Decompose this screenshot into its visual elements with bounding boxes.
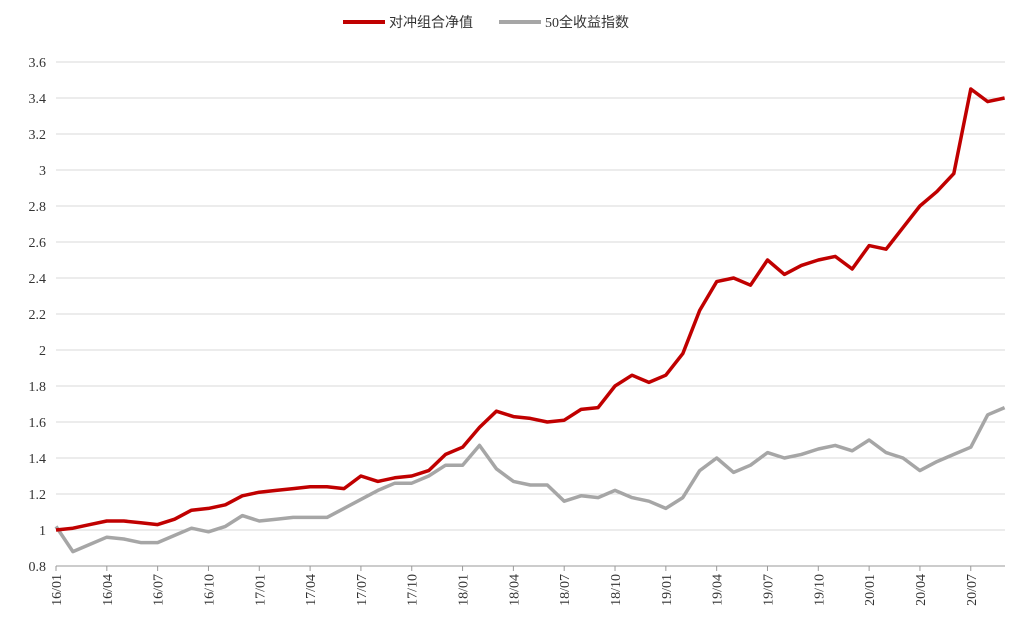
x-tick-label: 17/01: [253, 574, 268, 606]
y-tick-label: 1: [39, 524, 46, 539]
y-tick-label: 3.4: [29, 92, 47, 107]
y-tick-label: 0.8: [29, 560, 47, 575]
x-tick-label: 16/07: [152, 574, 167, 606]
series-line: [55, 87, 1005, 532]
y-tick-label: 1.4: [29, 452, 47, 467]
y-tick-label: 1.6: [29, 416, 47, 431]
y-tick-label: 1.8: [29, 380, 47, 395]
x-tick-label: 19/01: [660, 574, 675, 606]
x-tick-label: 19/10: [812, 574, 827, 606]
x-tick-label: 20/01: [863, 574, 878, 606]
y-tick-label: 3.2: [29, 128, 47, 143]
y-tick-label: 2: [39, 344, 46, 359]
y-tick-label: 2.2: [29, 308, 47, 323]
legend-label: 50全收益指数: [545, 14, 629, 31]
x-tick-label: 18/01: [457, 574, 472, 606]
x-tick-label: 17/10: [406, 574, 421, 606]
x-tick-label: 19/04: [711, 574, 726, 606]
y-tick-label: 2.6: [29, 236, 47, 251]
x-tick-label: 16/04: [101, 574, 116, 606]
series-line: [54, 405, 1006, 554]
y-tick-label: 2.4: [29, 272, 47, 287]
legend-label: 对冲组合净值: [389, 15, 473, 31]
y-tick-label: 2.8: [29, 200, 47, 215]
x-tick-label: 18/07: [558, 574, 573, 606]
x-tick-label: 19/07: [761, 574, 776, 606]
x-tick-label: 20/07: [965, 574, 980, 606]
x-tick-label: 17/04: [304, 574, 319, 606]
x-tick-label: 20/04: [914, 574, 929, 606]
y-tick-label: 3.6: [29, 56, 47, 71]
x-tick-label: 17/07: [355, 574, 370, 606]
y-tick-label: 3: [39, 164, 46, 179]
x-tick-label: 18/10: [609, 574, 624, 606]
x-tick-label: 18/04: [507, 574, 522, 606]
x-tick-label: 16/10: [202, 574, 217, 606]
x-tick-label: 16/01: [50, 574, 65, 606]
y-tick-label: 1.2: [29, 488, 47, 503]
